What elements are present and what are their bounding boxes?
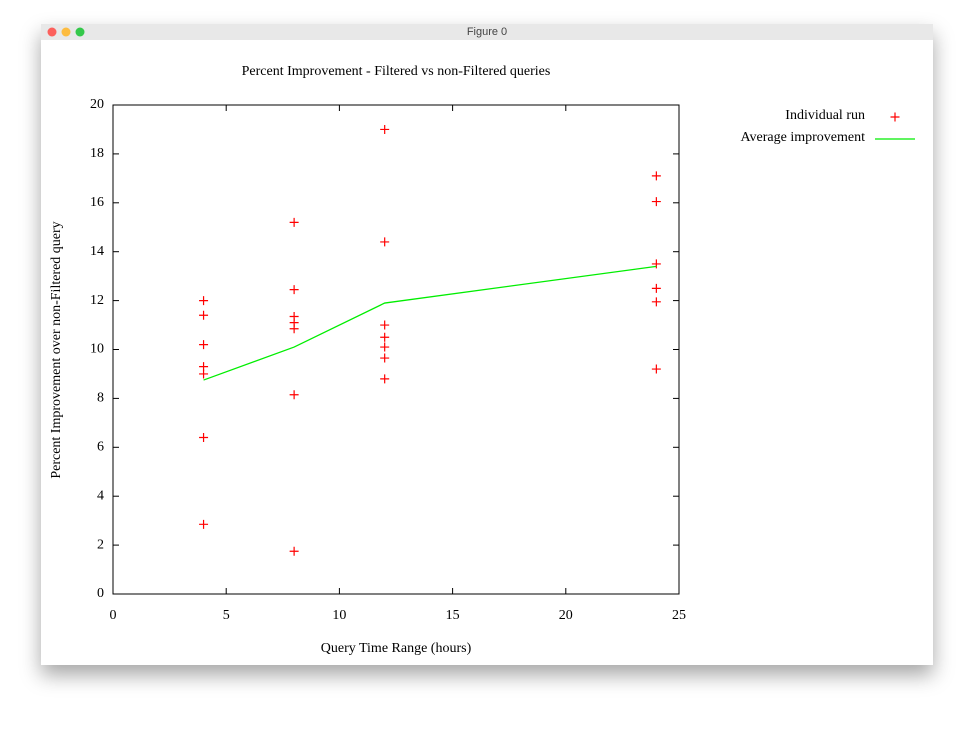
x-axis-label: Query Time Range (hours) <box>321 641 472 656</box>
x-tick-label: 10 <box>332 608 346 623</box>
legend-label: Average improvement <box>740 130 865 145</box>
y-tick-label: 8 <box>97 391 104 406</box>
y-tick-label: 6 <box>97 440 104 455</box>
point <box>199 433 209 443</box>
point <box>199 340 209 350</box>
point <box>380 332 390 342</box>
point <box>289 217 299 227</box>
point <box>199 369 209 379</box>
point <box>199 310 209 320</box>
point <box>380 320 390 330</box>
x-tick-label: 20 <box>559 608 573 623</box>
y-tick-label: 2 <box>97 537 104 552</box>
x-tick-label: 25 <box>672 608 686 623</box>
y-tick-label: 0 <box>97 586 104 601</box>
y-tick-label: 4 <box>97 488 104 503</box>
y-tick-label: 14 <box>90 244 104 259</box>
point <box>289 546 299 556</box>
point <box>199 296 209 306</box>
point <box>289 324 299 334</box>
point <box>651 171 661 181</box>
point <box>380 124 390 134</box>
legend-label: Individual run <box>785 108 865 123</box>
point <box>380 342 390 352</box>
point <box>380 374 390 384</box>
point <box>651 283 661 293</box>
chart-title: Percent Improvement - Filtered vs non-Fi… <box>242 64 551 79</box>
title-bar <box>41 24 933 40</box>
close-button[interactable] <box>47 27 57 37</box>
point <box>380 353 390 363</box>
zoom-button[interactable] <box>75 27 85 37</box>
point <box>651 197 661 207</box>
window-title: Figure 0 <box>467 26 507 38</box>
y-tick-label: 20 <box>90 97 104 112</box>
line <box>203 265 657 381</box>
x-tick-label: 15 <box>446 608 460 623</box>
legend-swatch <box>890 112 900 122</box>
window <box>41 24 933 665</box>
y-tick-label: 12 <box>90 293 104 308</box>
point <box>651 364 661 374</box>
y-tick-label: 10 <box>90 342 104 357</box>
x-tick-label: 5 <box>223 608 230 623</box>
x-tick-label: 0 <box>110 608 117 623</box>
y-tick-label: 16 <box>90 195 104 210</box>
y-tick-label: 18 <box>90 146 104 161</box>
point <box>289 390 299 400</box>
minimize-button[interactable] <box>61 27 71 37</box>
point <box>199 519 209 529</box>
point <box>380 237 390 247</box>
point <box>289 285 299 295</box>
y-axis-label: Percent Improvement over non-Filtered qu… <box>49 221 64 478</box>
point <box>651 297 661 307</box>
